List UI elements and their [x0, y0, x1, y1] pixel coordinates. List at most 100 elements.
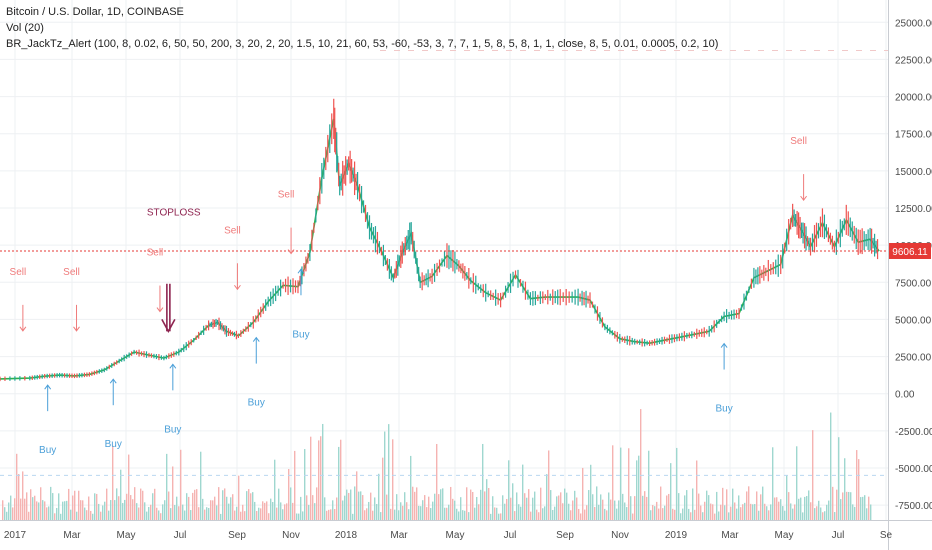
time-axis: 2017 Mar May Jul Sep Nov 2018 Mar May Jul Sep Nov 20…: [4, 530, 893, 541]
volume-bar: [454, 500, 456, 520]
volume-bar: [856, 450, 858, 520]
volume-bar: [20, 498, 22, 520]
volume-bar: [460, 497, 462, 520]
volume-bar: [584, 509, 586, 520]
volume-bar: [86, 510, 88, 520]
sell-arrow-head: [156, 307, 164, 313]
price-series: [0, 118, 880, 380]
volume-bar: [260, 508, 262, 520]
volume-bar: [358, 491, 360, 520]
volume-bar: [626, 507, 628, 520]
buy-signal-label: Buy: [248, 398, 265, 409]
volume-bar: [790, 503, 792, 520]
volume-bar: [380, 512, 382, 520]
symbol-title[interactable]: Bitcoin / U.S. Dollar, 1D, COINBASE: [6, 6, 184, 18]
volume-bar: [90, 510, 92, 520]
volume-bar: [700, 505, 702, 520]
grid-lines: [0, 0, 888, 520]
volume-bar: [704, 501, 706, 520]
volume-bar: [68, 488, 70, 520]
volume-bar: [142, 490, 144, 520]
time-axis-tick: Mar: [390, 530, 408, 541]
volume-bar: [780, 499, 782, 520]
volume-bar: [192, 492, 194, 520]
volume-bar: [404, 492, 406, 520]
volume-bar: [46, 507, 48, 520]
volume-bar: [650, 510, 652, 520]
sell-signal-label: Sell: [147, 248, 164, 259]
volume-bar: [436, 443, 438, 520]
volume-bar: [438, 494, 440, 520]
volume-bar: [78, 490, 80, 520]
volume-bar: [66, 500, 68, 520]
volume-bar: [16, 453, 18, 520]
volume-bar: [202, 498, 204, 520]
volume-bar: [592, 494, 594, 520]
price-axis: 25000.00 22500.00 20000.00 17500.00 15000.00…: [895, 18, 932, 512]
volume-bar: [674, 509, 676, 520]
volume-bar: [566, 492, 568, 520]
volume-bar: [472, 491, 474, 520]
volume-indicator-label[interactable]: Vol (20): [6, 22, 44, 34]
volume-bar: [158, 510, 160, 520]
volume-bar: [646, 496, 648, 520]
buy-signal-label: Buy: [164, 424, 181, 435]
volume-bar: [170, 508, 172, 520]
volume-bar: [308, 504, 310, 520]
volume-bar: [148, 506, 150, 520]
volume-bar: [426, 507, 428, 520]
sell-signal-label: Sell: [278, 190, 295, 201]
volume-bar: [826, 504, 828, 520]
volume-bar: [82, 500, 84, 520]
volume-bar: [2, 500, 4, 520]
volume-bar: [732, 488, 734, 520]
volume-bar: [618, 500, 620, 520]
volume-bar: [286, 503, 288, 520]
volume-bar: [562, 503, 564, 520]
volume-bar: [602, 499, 604, 520]
volume-bar: [448, 504, 450, 520]
volume-bar: [96, 493, 98, 520]
volume-bar: [188, 496, 190, 520]
volume-bar: [190, 510, 192, 520]
volume-bar: [108, 510, 110, 520]
volume-bar: [568, 503, 570, 520]
volume-bar: [412, 486, 414, 520]
volume-bar: [730, 506, 732, 520]
volume-bar: [794, 504, 796, 520]
volume-bar: [174, 505, 176, 520]
volume-bar: [320, 436, 322, 520]
time-axis-tick: Mar: [721, 530, 739, 541]
volume-bar: [480, 489, 482, 520]
volume-bar: [38, 502, 40, 520]
volume-bar: [698, 493, 700, 520]
signal-annotations: Sell Sell Sell Sell Sell Sell Buy Buy Buy Buy Buy B…: [10, 136, 808, 456]
volume-bar: [418, 505, 420, 520]
volume-bar: [198, 507, 200, 520]
volume-bar: [590, 464, 592, 520]
volume-bar: [224, 488, 226, 520]
volume-bar: [510, 497, 512, 520]
volume-bar: [140, 488, 142, 520]
volume-bar: [734, 502, 736, 520]
volume-bar: [860, 497, 862, 520]
strategy-indicator-label[interactable]: BR_JackTz_Alert (100, 8, 0.02, 6, 50, 50…: [6, 38, 719, 50]
sell-arrow-head: [800, 195, 808, 201]
volume-bar: [180, 449, 182, 520]
volume-bar: [200, 451, 202, 520]
volume-bar: [382, 457, 384, 520]
volume-bar: [538, 512, 540, 520]
volume-bar: [282, 509, 284, 520]
volume-bar: [36, 501, 38, 520]
volume-bar: [338, 446, 340, 520]
volume-bar: [312, 495, 314, 520]
volume-bar: [186, 493, 188, 520]
volume-bar: [654, 506, 656, 520]
volume-bar: [604, 508, 606, 520]
volume-bar: [862, 496, 864, 520]
volume-bar: [804, 496, 806, 520]
time-axis-tick: 2018: [335, 530, 358, 541]
volume-bar: [786, 475, 788, 520]
volume-bar: [496, 507, 498, 520]
